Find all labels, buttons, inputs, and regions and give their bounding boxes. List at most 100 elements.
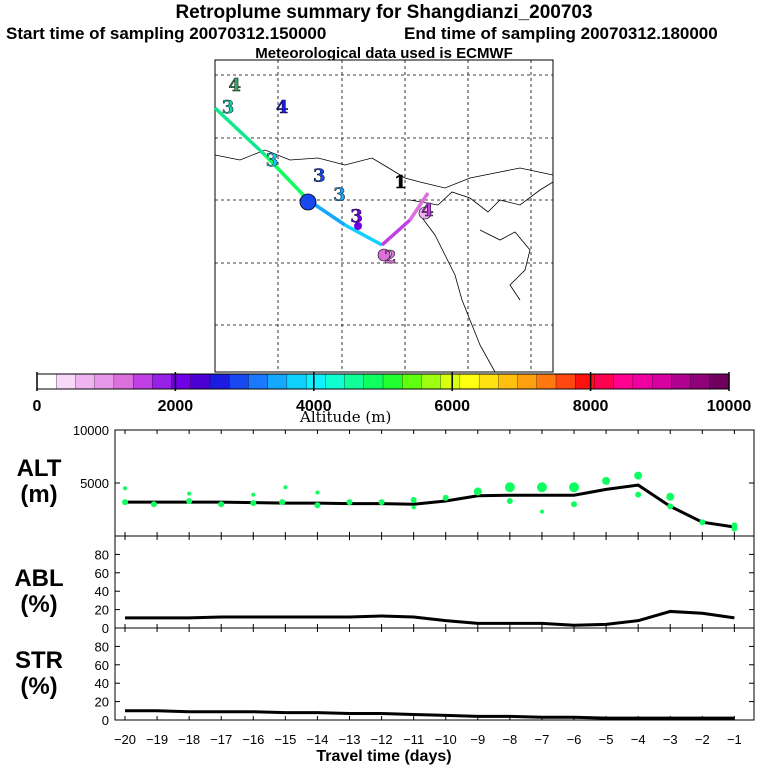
colorbar-swatch	[94, 373, 115, 390]
colorbar-tick-label: 10000	[707, 398, 752, 415]
plume-day-label: 3	[333, 184, 346, 205]
colorbar-swatch	[286, 373, 307, 390]
x-tick-label: −16	[242, 732, 264, 747]
alt-scatter-point	[378, 499, 385, 506]
x-tick-label: −6	[567, 732, 582, 747]
x-tick-label: −18	[178, 732, 200, 747]
abl-y-tick-label: 20	[95, 603, 109, 618]
colorbar-swatch	[36, 373, 57, 390]
alt-panel-label: ALT (m)	[4, 456, 74, 508]
colorbar-swatch	[75, 373, 96, 390]
colorbar-swatch	[113, 373, 134, 390]
colorbar-swatch	[536, 373, 557, 390]
plume-day-label: 2	[384, 247, 397, 268]
str-panel-label: STR (%)	[4, 648, 74, 700]
alt-label-a: ALT	[16, 455, 62, 482]
colorbar-swatch	[190, 373, 211, 390]
plume-day-label: 1	[394, 172, 407, 193]
alt-scatter-point	[314, 502, 321, 509]
str-series-line	[125, 709, 735, 720]
alt-scatter-point	[150, 501, 157, 508]
colorbar-swatch	[305, 373, 326, 390]
colorbar-title: Altitude (m)	[300, 408, 392, 426]
alt-scatter-point	[731, 525, 738, 532]
x-tick-label: −4	[631, 732, 646, 747]
alt-scatter-point	[667, 503, 674, 510]
x-tick-label: −5	[599, 732, 614, 747]
trajectory-segment	[213, 106, 267, 157]
alt-scatter-point	[411, 505, 416, 510]
alt-y-tick-label: 5000	[80, 476, 109, 491]
alt-series-line	[125, 483, 735, 529]
abl-y-tick-label: 0	[102, 621, 109, 636]
alt-scatter-point	[666, 492, 675, 501]
trajectory-cluster-marker	[377, 248, 391, 262]
colorbar-swatch	[382, 373, 403, 390]
map-frame	[214, 59, 554, 373]
alt-scatter-point	[251, 492, 256, 497]
x-tick-label: −17	[210, 732, 232, 747]
str-y-tick-label: 20	[95, 695, 109, 710]
colorbar-swatch	[478, 373, 499, 390]
abl-panel-label: ABL (%)	[4, 566, 74, 618]
alt-scatter-point	[634, 471, 643, 480]
x-tick-label: −20	[114, 732, 136, 747]
abl-y-tick-label: 40	[95, 584, 109, 599]
alt-y-tick-label: 10000	[73, 423, 109, 438]
colorbar-swatch	[248, 373, 269, 390]
colorbar-swatch	[56, 373, 76, 390]
x-axis-label: Travel time (days)	[316, 748, 452, 765]
colorbar-swatch	[498, 373, 519, 390]
colorbar-swatch	[555, 373, 576, 390]
trajectory-segment	[408, 192, 430, 221]
alt-panel-frame	[114, 429, 755, 537]
alt-scatter-point	[315, 490, 320, 495]
colorbar-swatch	[459, 373, 480, 390]
x-tick-label: −1	[727, 732, 742, 747]
x-tick-label: −11	[403, 732, 424, 747]
colorbar-swatch	[267, 373, 288, 390]
trajectory-cluster-marker	[299, 193, 317, 211]
alt-label-b: (m)	[20, 481, 58, 508]
colorbar-swatch	[209, 373, 230, 390]
met-data: Meteorological data used is ECMWF	[255, 45, 513, 62]
x-tick-label: −10	[435, 732, 457, 747]
trajectory-segment	[263, 153, 310, 202]
plume-day-label: 4	[421, 200, 434, 221]
abl-series-line	[125, 609, 735, 627]
plume-day-label: 3	[222, 97, 235, 118]
end-time: End time of sampling 20070312.180000	[404, 24, 718, 43]
alt-scatter-point	[569, 482, 580, 493]
x-tick-label: −19	[146, 732, 168, 747]
alt-scatter-point	[602, 476, 611, 485]
alt-scatter-point	[250, 500, 257, 507]
colorbar-swatch	[363, 373, 384, 390]
colorbar-swatch	[132, 373, 153, 390]
str-label-a: STR	[15, 647, 63, 674]
colorbar-swatch	[632, 373, 653, 390]
alt-scatter-point	[442, 494, 449, 501]
colorbar-swatch	[171, 373, 192, 390]
map-coastline	[479, 229, 531, 301]
alt-scatter-point	[504, 482, 515, 493]
trajectory-cluster-marker	[354, 222, 362, 230]
alt-scatter-point	[346, 499, 353, 506]
start-time: Start time of sampling 20070312.150000	[6, 24, 327, 43]
x-tick-label: −14	[306, 732, 328, 747]
alt-scatter-point	[473, 487, 482, 496]
x-tick-label: −13	[338, 732, 360, 747]
plume-day-label: 3	[350, 206, 363, 227]
x-tick-label: −12	[371, 732, 393, 747]
alt-scatter-point	[536, 482, 547, 493]
alt-scatter-point	[699, 519, 706, 526]
colorbar-swatch	[613, 373, 634, 390]
alt-scatter-point	[571, 501, 578, 508]
colorbar-tick-label: 6000	[434, 398, 470, 415]
colorbar-swatch	[594, 373, 615, 390]
plume-day-label: 3	[266, 150, 279, 171]
alt-scatter-point	[186, 498, 193, 505]
chart-title: Retroplume summary for Shangdianzi_20070…	[175, 2, 593, 23]
colorbar-swatch	[671, 373, 692, 390]
x-tick-label: −8	[502, 732, 517, 747]
